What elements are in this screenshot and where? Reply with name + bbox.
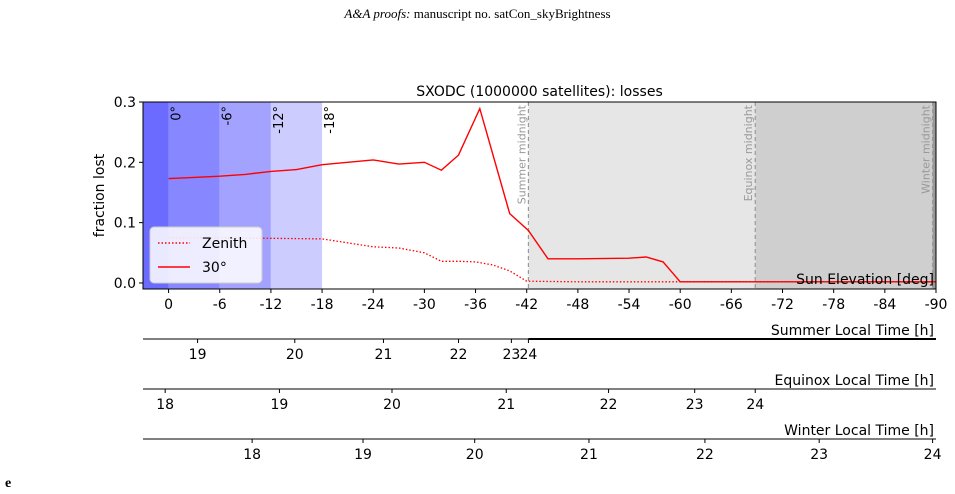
x-tick-label-11: -66 xyxy=(720,297,743,313)
y-tick-label-0: 0.0 xyxy=(114,276,136,292)
time-axis-2-tick-label-1: 19 xyxy=(354,447,372,463)
time-axis-label-0: Summer Local Time [h] xyxy=(771,323,934,339)
x-tick-label-7: -42 xyxy=(515,297,538,313)
time-axis-2-tick-label-4: 22 xyxy=(696,447,714,463)
page-header: A&A proofs: manuscript no. satCon_skyBri… xyxy=(0,6,955,22)
time-axis-1-tick-label-2: 20 xyxy=(383,397,401,413)
legend-label-1: 30° xyxy=(202,260,227,276)
x-tick-label-0: 0 xyxy=(164,297,173,313)
elevation-label-3: -18° xyxy=(323,106,338,134)
elevation-label-0: 0° xyxy=(170,106,185,121)
night-region-1 xyxy=(755,102,933,289)
time-axis-0-tick-label-0: 19 xyxy=(189,347,207,363)
y-tick-label-2: 0.2 xyxy=(114,155,136,171)
twilight-band-3 xyxy=(270,102,323,289)
legend-box xyxy=(149,226,263,284)
x-tick-label-10: -60 xyxy=(669,297,692,313)
time-axis-2-tick-label-2: 20 xyxy=(466,447,484,463)
manuscript-id: manuscript no. satCon_skyBrightness xyxy=(413,6,611,21)
night-region-2 xyxy=(932,102,936,289)
x-tick-label-14: -84 xyxy=(873,297,896,313)
series-line-1 xyxy=(168,106,936,283)
x-axis-label: Sun Elevation [deg] xyxy=(796,272,934,288)
time-axis-1-tick-label-1: 19 xyxy=(271,397,289,413)
x-tick-label-9: -54 xyxy=(618,297,641,313)
time-axis-0-tick-label-2: 21 xyxy=(375,347,393,363)
midnight-label-0: Summer midnight xyxy=(515,104,528,204)
x-tick-label-5: -30 xyxy=(413,297,436,313)
elevation-label-1: -6° xyxy=(221,106,236,125)
time-axis-2-tick-label-0: 18 xyxy=(243,447,261,463)
y-tick-label-3: 0.3 xyxy=(114,95,136,111)
time-axis-0-tick-label-4: 23 xyxy=(502,347,520,363)
y-tick-label-1: 0.1 xyxy=(114,216,136,232)
x-tick-label-4: -24 xyxy=(362,297,385,313)
time-axis-label-1: Equinox Local Time [h] xyxy=(775,373,934,389)
time-axis-1-tick-label-0: 18 xyxy=(156,397,174,413)
night-region-0 xyxy=(528,102,756,289)
time-axis-label-2: Winter Local Time [h] xyxy=(784,423,934,439)
x-tick-label-13: -78 xyxy=(822,297,845,313)
time-axis-1-tick-label-6: 24 xyxy=(746,397,764,413)
x-tick-label-8: -48 xyxy=(566,297,589,313)
x-tick-label-15: -90 xyxy=(925,297,948,313)
plot-frame xyxy=(142,101,937,290)
x-tick-label-12: -72 xyxy=(771,297,794,313)
legend-label-0: Zenith xyxy=(202,236,247,252)
time-axis-1-tick-label-4: 22 xyxy=(600,397,618,413)
time-axis-1-tick-label-3: 21 xyxy=(497,397,515,413)
time-axis-2-tick-label-6: 24 xyxy=(924,447,942,463)
time-axis-0-tick-label-3: 22 xyxy=(450,347,468,363)
elevation-label-2: -12° xyxy=(272,106,287,134)
time-axis-2-tick-label-3: 21 xyxy=(580,447,598,463)
time-axis-2-tick-label-5: 23 xyxy=(810,447,828,463)
x-tick-label-6: -36 xyxy=(464,297,487,313)
midnight-label-2: Winter midnight xyxy=(920,104,933,193)
stray-letter: e xyxy=(5,476,12,491)
journal-name: A&A proofs: xyxy=(344,6,411,21)
x-tick-label-3: -18 xyxy=(311,297,334,313)
chart-title: SXODC (1000000 satellites): losses xyxy=(416,84,663,100)
x-tick-label-2: -12 xyxy=(259,297,282,313)
time-axis-1-tick-label-5: 23 xyxy=(686,397,704,413)
y-axis-label: fraction lost xyxy=(92,153,108,237)
time-axis-0-tick-label-1: 20 xyxy=(286,347,304,363)
midnight-label-1: Equinox midnight xyxy=(742,104,755,201)
time-axis-0-tick-label-5: 24 xyxy=(520,347,538,363)
x-tick-label-1: -6 xyxy=(213,297,227,313)
